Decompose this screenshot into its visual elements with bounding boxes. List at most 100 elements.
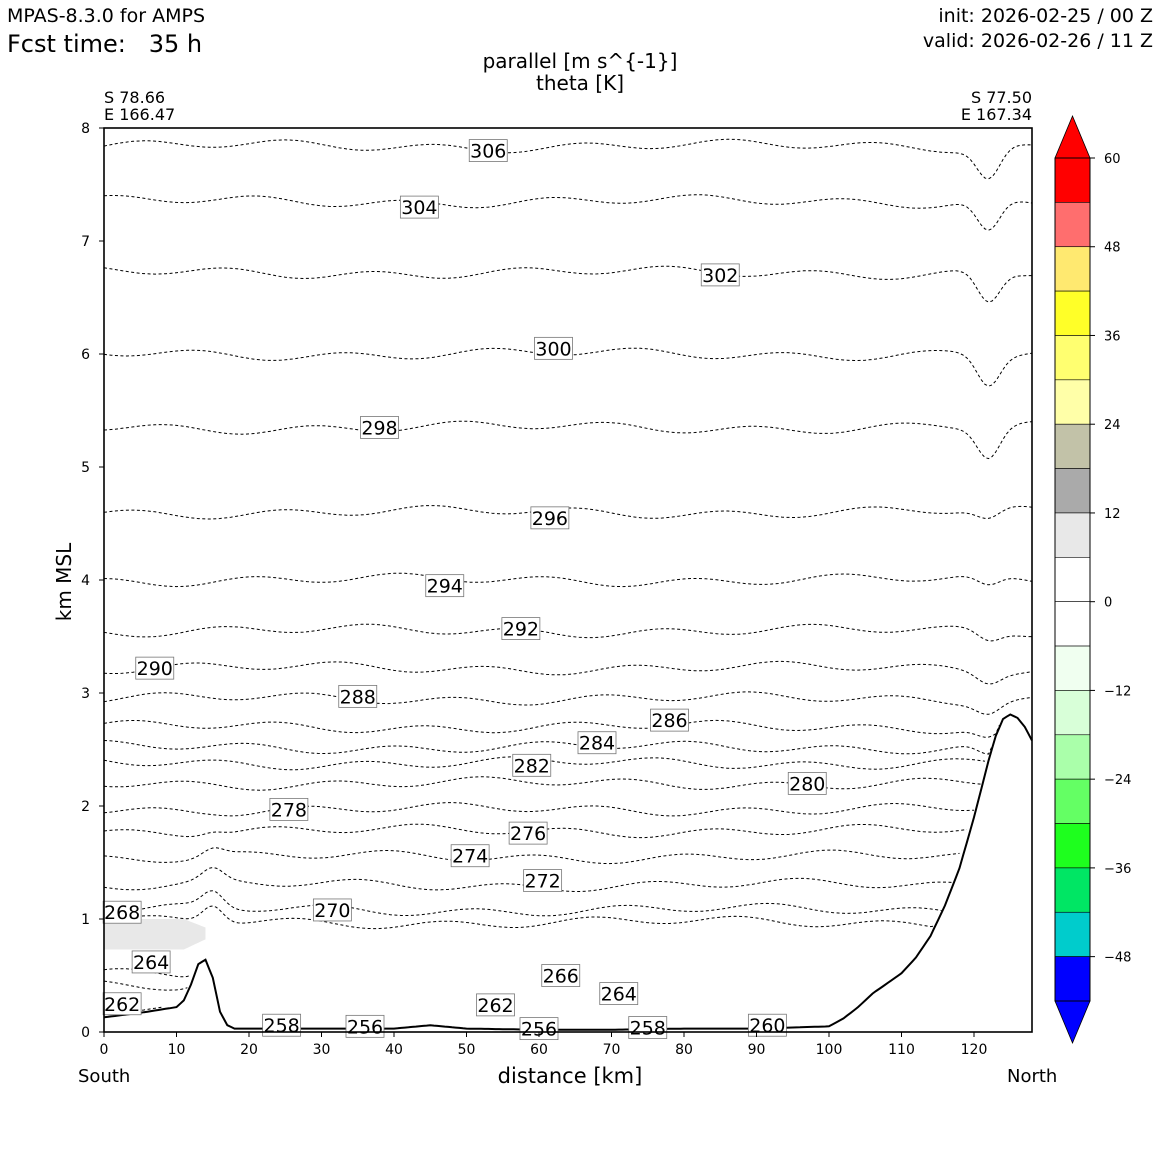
contour-label-294: 294 [425, 574, 465, 598]
y-tick-label-6: 6 [81, 347, 90, 363]
colorbar-frame [1054, 157, 1091, 1002]
colorbar-bin-36 [1054, 290, 1091, 336]
contour-label-262-box [102, 992, 142, 1016]
forecast-time-label: Fcst time: [7, 30, 126, 58]
colorbar-tick-label-60: 60 [1104, 152, 1121, 167]
contour-label-284-text: 284 [579, 733, 615, 755]
theta-contour-274 [103, 847, 960, 865]
start-point-coords: S 78.66 E 166.47 [104, 89, 175, 123]
contour-label-268: 268 [102, 900, 142, 924]
contour-label-276-text: 276 [510, 823, 546, 845]
colorbar-tick-label--48: −48 [1104, 951, 1131, 966]
contour-label-304-text: 304 [401, 197, 437, 219]
colorbar-bin--24 [1054, 734, 1091, 780]
x-tick-label-50: 50 [458, 1042, 476, 1058]
x-tick-label-80: 80 [675, 1042, 693, 1058]
theta-contour-264 [103, 980, 188, 991]
colorbar-over-arrow [1054, 114, 1091, 159]
colorbar-bin--18 [1054, 690, 1091, 736]
contour-label-258-extra-box [628, 1016, 668, 1039]
colorbar-bin--30 [1054, 778, 1091, 824]
contour-label-262-extra: 262 [476, 993, 515, 1017]
direction-north: North [1007, 1066, 1058, 1087]
chart-title-line2: theta [K] [536, 71, 624, 95]
contour-label-272: 272 [523, 869, 563, 893]
contour-label-270: 270 [312, 898, 352, 922]
x-tick-label-20: 20 [240, 1042, 258, 1058]
contour-label-256-extra: 256 [519, 1017, 559, 1041]
y-tick-label-1: 1 [81, 912, 90, 928]
theta-contour-296 [103, 505, 1033, 520]
x-tick-label-120: 120 [961, 1042, 988, 1058]
theta-contour-270 [103, 890, 942, 917]
contour-label-304: 304 [399, 195, 439, 219]
y-tick-label-8: 8 [81, 121, 90, 137]
contour-label-264: 264 [131, 950, 171, 974]
chart-title-line1: parallel [m s^{-1}] [482, 49, 678, 73]
contour-label-260-box [747, 1013, 787, 1037]
theta-contour-280 [103, 776, 982, 791]
contour-label-264-extra-box [599, 982, 639, 1005]
contour-label-272-box [523, 869, 563, 892]
x-tick-label-60: 60 [530, 1042, 548, 1058]
theta-contour-302 [103, 265, 1032, 303]
theta-contour-292 [103, 623, 1032, 642]
colorbar-under-arrow [1054, 1000, 1091, 1045]
x-tick-label-10: 10 [168, 1042, 186, 1058]
contour-label-288: 288 [338, 684, 378, 708]
theta-contour-288 [103, 691, 1033, 715]
colorbar: 60 48 36 24 12 0 −12 −24 −36 −48 [1054, 114, 1131, 1045]
contour-label-294-box [425, 574, 465, 598]
y-tick-label-3: 3 [81, 686, 90, 702]
contour-label-258-extra-text: 258 [630, 1017, 666, 1039]
contour-label-300-box [534, 336, 573, 360]
contour-label-256-text: 256 [347, 1016, 383, 1038]
contour-label-282-box [512, 753, 552, 777]
colorbar-bin--42 [1054, 867, 1091, 913]
start-lon: E 166.47 [104, 105, 176, 124]
contour-label-294-text: 294 [427, 576, 463, 598]
end-point-coords: S 77.50 E 167.34 [961, 89, 1032, 123]
contour-label-286-box [650, 708, 689, 732]
contour-label-266-box [541, 964, 581, 987]
contour-label-260: 260 [747, 1013, 787, 1037]
contour-label-272-text: 272 [524, 871, 560, 893]
colorbar-tick-label-24: 24 [1104, 418, 1121, 433]
contour-label-292-text: 292 [503, 619, 539, 641]
contour-label-268-text: 268 [104, 902, 140, 924]
valid-time: valid: 2026-02-26 / 11 Z [922, 30, 1153, 52]
init-time: init: 2026-02-25 / 00 Z [938, 5, 1153, 27]
colorbar-bin--6 [1054, 601, 1091, 647]
contour-label-278-text: 278 [271, 799, 307, 821]
contour-label-290-text: 290 [137, 658, 173, 680]
contour-label-262-text: 262 [104, 994, 140, 1016]
colorbar-bin-18 [1054, 423, 1091, 469]
contour-label-304-box [399, 195, 439, 219]
contour-label-296-text: 296 [532, 508, 568, 530]
colorbar-tick-label--36: −36 [1104, 862, 1131, 877]
y-tick-label-0: 0 [81, 1025, 90, 1041]
contour-label-264-box [131, 950, 171, 974]
contour-label-288-box [338, 684, 378, 708]
contour-label-296: 296 [530, 506, 570, 530]
theta-contour-304 [103, 194, 1033, 231]
colorbar-bin-30 [1054, 335, 1091, 381]
model-name: MPAS-8.3.0 for AMPS [7, 5, 206, 27]
theta-contours-layer [103, 138, 1033, 1014]
end-lon: E 167.34 [960, 105, 1032, 124]
contour-label-270-text: 270 [314, 900, 350, 922]
y-tick-label-7: 7 [81, 234, 90, 250]
contour-label-286-text: 286 [651, 710, 687, 732]
contour-label-302-box [700, 263, 740, 287]
colorbar-tick-label-0: 0 [1104, 596, 1112, 611]
colorbar-bin--48 [1054, 911, 1091, 957]
contour-label-258-box [262, 1013, 302, 1037]
colorbar-tick-label--12: −12 [1104, 684, 1131, 699]
contour-label-266-text: 266 [543, 966, 579, 988]
contour-label-302: 302 [700, 263, 740, 287]
contour-label-270-box [312, 898, 352, 922]
contour-labels-layer: 306 304 302 300 298 296 294 292 290 288 286 284 282 2… [102, 139, 827, 1041]
wind-shading-layer [104, 919, 206, 950]
colorbar-tick-label--24: −24 [1104, 773, 1131, 788]
